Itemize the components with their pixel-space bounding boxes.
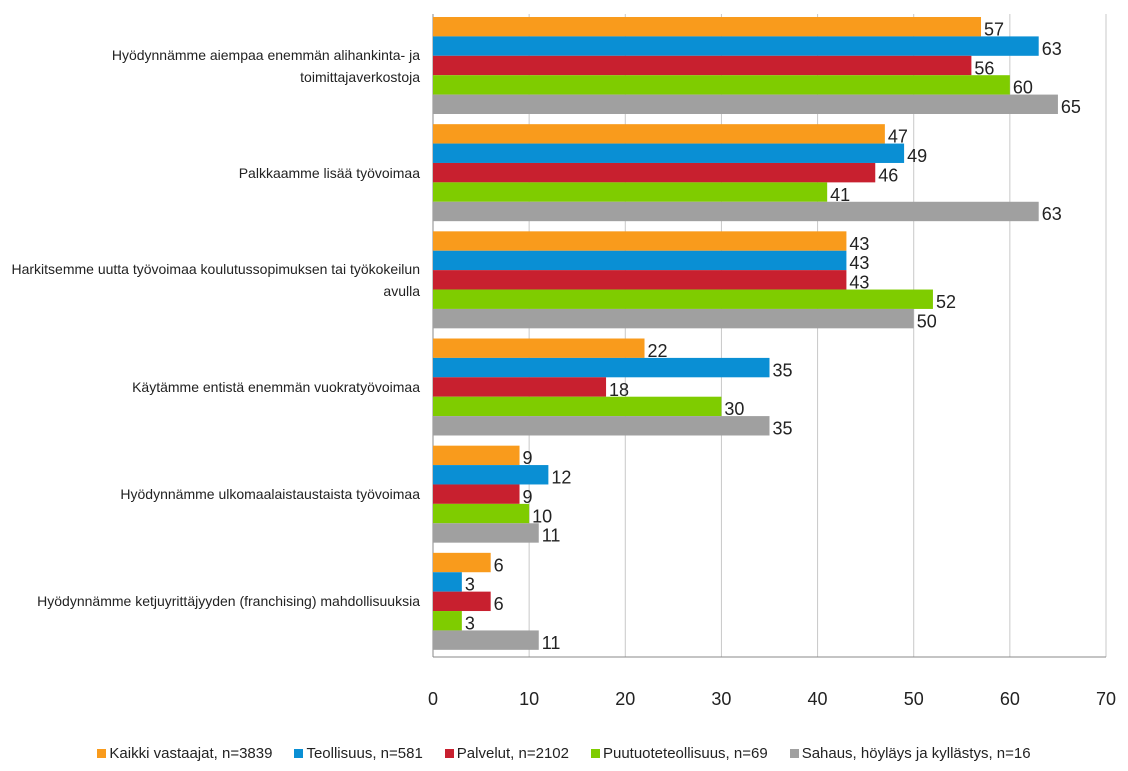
data-label: 3 [465,575,475,595]
bar [433,396,722,417]
bar [433,484,520,504]
bar [433,377,607,397]
x-tick-label: 20 [615,689,635,709]
bar [433,182,828,202]
bar [433,523,539,543]
data-label: 12 [551,468,571,488]
bar [433,250,847,271]
data-label: 11 [542,526,561,546]
legend-label: Palvelut, n=2102 [456,745,569,762]
data-label: 50 [917,311,937,331]
data-label: 43 [849,234,869,254]
bar [433,124,885,144]
bar [433,17,982,37]
data-label: 63 [1042,204,1062,224]
bar [433,552,491,573]
bar [433,338,645,358]
category-label: Palkkaamme lisää työvoimaa [238,164,420,181]
category-label: Hyödynnämme ulkomaalaistaustaista työvoi… [120,486,420,503]
bar [433,36,1039,56]
bar [433,445,520,466]
legend-label: Sahaus, höyläys ja kyllästys, n=16 [801,745,1031,762]
category-label: Käytämme entistä enemmän vuokratyövoimaa [132,379,420,395]
data-label: 65 [1061,97,1081,117]
category-label: Hyödynnämme aiempaa enemmän alihankinta-… [111,46,420,85]
data-label: 9 [523,448,533,468]
legend-item: Palvelut, n=2102 [444,745,569,762]
legend-label: Puutuoteteollisuus, n=69 [602,745,768,762]
bar [433,465,549,485]
bar [433,201,1039,222]
data-label: 30 [724,399,744,419]
bar [433,591,491,612]
data-label: 63 [1042,39,1062,59]
bar [433,416,770,436]
category-label: Hyödynnämme ketjuyrittäjyyden (franchisi… [37,593,420,610]
data-label: 22 [648,341,668,361]
category-label: Harkitsemme uutta työvoimaa koulutussopi… [11,260,420,299]
bar [433,357,770,378]
data-label: 56 [974,58,994,78]
data-label: 35 [773,360,793,380]
x-tick-label: 50 [904,689,924,709]
legend-label: Teollisuus, n=581 [306,745,423,762]
data-label: 60 [1013,78,1033,98]
legend-item: Puutuoteteollisuus, n=69 [590,745,768,762]
x-tick-label: 0 [428,689,438,709]
data-label: 3 [465,613,475,633]
bar [433,143,905,163]
x-tick-label: 10 [519,689,539,709]
data-label: 10 [532,506,552,526]
bar [433,572,462,592]
x-tick-label: 40 [808,689,828,709]
bar [433,162,876,183]
legend-swatch [444,749,454,758]
legend-swatch [97,749,107,758]
bar [433,55,972,76]
legend-item: Kaikki vastaajat, n=3839 [97,745,272,762]
data-label: 57 [984,19,1004,39]
legend-item: Sahaus, höyläys ja kyllästys, n=16 [789,745,1031,762]
legend-swatch [789,749,799,758]
bar [433,75,1010,95]
bar [433,270,847,290]
bar [433,503,530,524]
legend-swatch [590,749,600,758]
data-label: 43 [849,273,869,293]
legend-swatch [294,749,304,758]
chart: 0 10 20 30 40 50 60 705763566065474946416343434… [428,14,1116,709]
data-label: 41 [830,185,850,205]
bar [433,94,1058,114]
bar [433,308,914,329]
data-label: 47 [888,127,908,147]
data-label: 46 [878,165,898,185]
data-label: 9 [523,487,533,507]
data-label: 18 [609,380,629,400]
data-label: 6 [494,594,504,614]
x-tick-label: 60 [1000,689,1020,709]
bar [433,289,933,309]
x-tick-label: 30 [711,689,731,709]
legend: Kaikki vastaajat, n=3839 Teollisuus, n=58… [0,745,1128,762]
data-label: 52 [936,292,956,312]
bar [433,611,462,631]
legend-label: Kaikki vastaajat, n=3839 [109,745,273,762]
bar [433,630,539,650]
bar [433,231,847,251]
data-label: 11 [542,633,561,653]
legend-item: Teollisuus, n=581 [294,745,423,762]
data-label: 35 [773,419,793,439]
data-label: 6 [494,555,504,575]
data-label: 49 [907,146,927,166]
x-tick-label: 70 [1096,689,1116,709]
data-label: 43 [849,253,869,273]
